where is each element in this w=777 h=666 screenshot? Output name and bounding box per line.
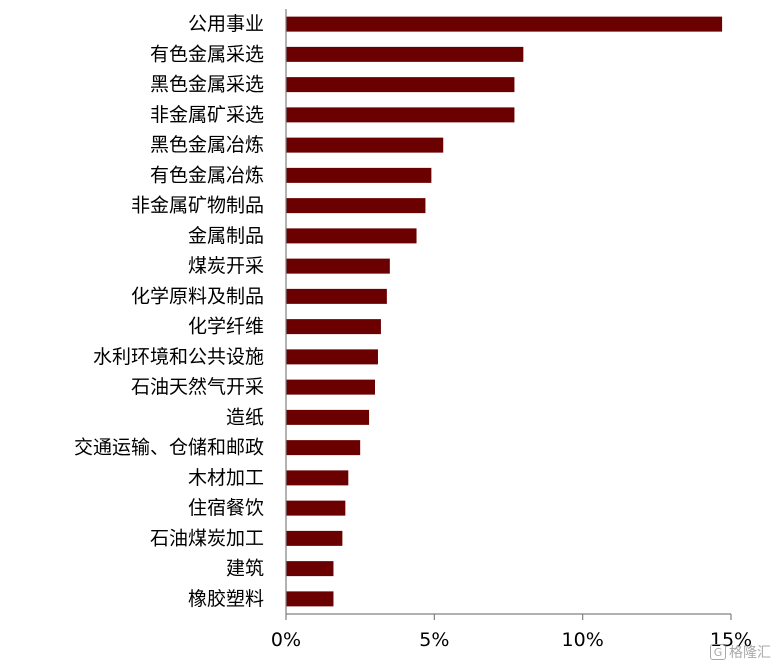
category-label: 交通运输、仓储和邮政 [74, 437, 264, 459]
x-tick-label: 0% [271, 629, 301, 651]
category-label: 黑色金属采选 [150, 74, 264, 96]
bar [286, 258, 390, 274]
category-label: 石油煤炭加工 [150, 527, 264, 549]
category-label: 化学原料及制品 [131, 285, 264, 307]
watermark-text: 格隆汇 [729, 645, 771, 661]
category-label: 建筑 [226, 558, 264, 580]
bar [286, 319, 381, 335]
bar [286, 591, 334, 607]
bar [286, 137, 444, 153]
bar [286, 379, 375, 395]
category-label: 水利环境和公共设施 [93, 346, 264, 368]
category-label: 非金属矿采选 [150, 104, 264, 126]
category-label: 有色金属冶炼 [150, 164, 264, 186]
x-tick-label: 5% [419, 629, 449, 651]
bar [286, 470, 349, 486]
category-label: 石油天然气开采 [131, 376, 264, 398]
watermark-logo-icon: G [710, 644, 726, 660]
bar [286, 16, 723, 32]
category-label: 金属制品 [188, 225, 264, 247]
bar [286, 167, 432, 183]
x-tick-label: 10% [562, 629, 604, 651]
category-label: 化学纤维 [188, 316, 264, 338]
bar [286, 530, 343, 546]
category-label: 煤炭开采 [188, 255, 264, 277]
category-label: 住宿餐饮 [188, 497, 264, 519]
bar [286, 561, 334, 577]
category-label: 非金属矿物制品 [131, 195, 264, 217]
bar [286, 440, 361, 456]
bar [286, 288, 387, 304]
bar [286, 107, 515, 123]
x-tick-label: 15% [710, 629, 752, 651]
bar [286, 198, 426, 214]
bar [286, 77, 515, 93]
category-label: 木材加工 [188, 467, 264, 489]
bar [286, 500, 346, 516]
category-labels: 公用事业有色金属采选黑色金属采选非金属矿采选黑色金属冶炼有色金属冶炼非金属矿物制… [74, 13, 264, 610]
bars-group [286, 16, 723, 607]
category-label: 公用事业 [188, 13, 264, 35]
category-label: 橡胶塑料 [188, 588, 264, 610]
category-label: 造纸 [226, 406, 264, 428]
x-axis-ticks: 0% 5% 10% 15% [271, 614, 752, 651]
bar [286, 228, 417, 244]
category-label: 有色金属采选 [150, 43, 264, 65]
bar [286, 409, 370, 425]
bar [286, 349, 378, 365]
bar [286, 46, 524, 62]
category-label: 黑色金属冶炼 [150, 134, 264, 156]
watermark: G 格隆汇 [710, 642, 771, 662]
